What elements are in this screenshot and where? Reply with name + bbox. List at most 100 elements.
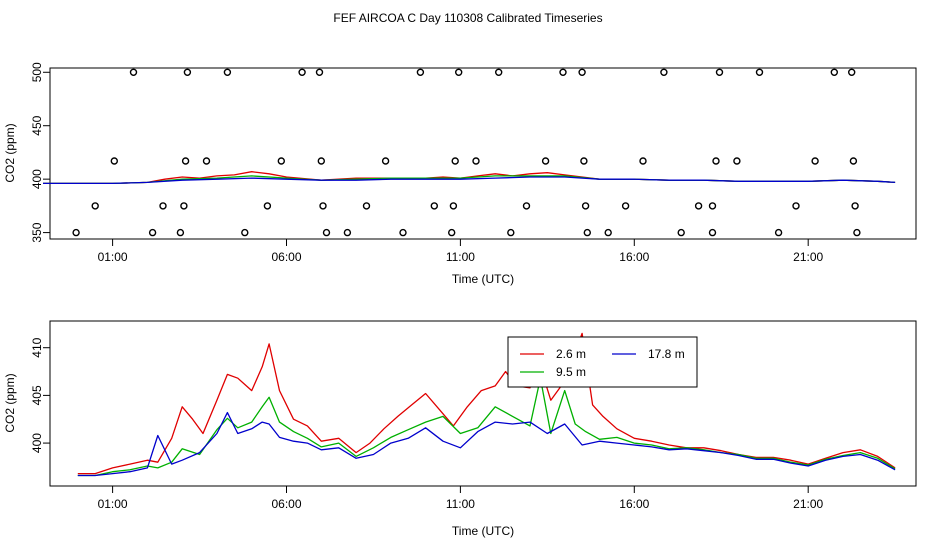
top-point-53 (792, 202, 800, 210)
top-point-13 (263, 202, 272, 210)
top-point-15 (298, 68, 306, 77)
top-point-24 (416, 68, 425, 77)
top-point-18 (319, 202, 327, 210)
top-x-axis-label: Time (UTC) (452, 272, 514, 286)
top-point-7 (180, 202, 188, 210)
top-point-41 (621, 202, 630, 210)
top-point-56 (848, 68, 856, 77)
top-y-tick-label-0: 350 (30, 222, 44, 242)
top-point-45 (694, 202, 703, 210)
top-x-tick-label-0: 01:00 (98, 250, 128, 264)
legend-label-9-5m: 9.5 m (556, 365, 586, 379)
top-point-43 (660, 68, 668, 77)
bottom-marks (77, 332, 896, 477)
top-point-4 (148, 228, 157, 237)
top-series-9-5-m (43, 175, 896, 185)
top-point-58 (851, 202, 859, 210)
top-point-3 (129, 68, 138, 77)
bottom-y-tick-label-2: 410 (30, 337, 44, 357)
bottom-x-tick-label-3: 16:00 (619, 497, 649, 511)
bottom-plot-frame (49, 320, 917, 487)
top-x-tick-label-2: 11:00 (446, 250, 475, 264)
bottom-panel: 01:00 06:00 11:00 16:00 21:00 400 405 410 Time… (3, 320, 917, 538)
top-point-28 (451, 157, 459, 165)
top-point-8 (181, 157, 190, 165)
top-point-44 (677, 228, 685, 237)
top-point-29 (455, 68, 463, 77)
top-point-25 (430, 202, 438, 210)
top-x-tick-label-1: 06:00 (271, 250, 301, 264)
top-marks (43, 68, 896, 237)
bottom-x-axis-label: Time (UTC) (452, 524, 514, 538)
bottom-series-17-8-m (77, 411, 896, 477)
bottom-x-tick-label-0: 01:00 (98, 497, 128, 511)
top-point-35 (559, 68, 567, 77)
top-point-10 (202, 157, 211, 165)
top-point-49 (708, 228, 717, 237)
top-point-42 (639, 157, 647, 165)
top-point-5 (159, 202, 167, 210)
bottom-x-tick-label-2: 11:00 (446, 497, 475, 511)
top-x-tick-label-3: 16:00 (619, 250, 649, 264)
top-point-33 (522, 202, 531, 210)
top-point-16 (315, 68, 324, 77)
top-point-38 (581, 202, 590, 210)
top-series-17-8-m (43, 176, 896, 185)
top-point-12 (241, 228, 249, 237)
top-point-57 (849, 157, 858, 165)
bottom-y-axis-label: CO2 (ppm) (3, 373, 17, 432)
top-point-37 (580, 157, 588, 165)
legend-label-2-6m: 2.6 m (556, 347, 586, 361)
top-y-ticks: 350 400 450 500 (30, 62, 50, 243)
top-point-30 (472, 157, 480, 165)
top-y-tick-label-1: 400 (30, 169, 44, 189)
top-point-21 (362, 202, 371, 210)
top-point-14 (277, 157, 285, 165)
bottom-x-tick-label-1: 06:00 (271, 497, 301, 511)
top-plot-frame (49, 67, 917, 240)
top-point-39 (583, 228, 591, 237)
top-point-50 (733, 157, 741, 165)
bottom-series-2-6-m (77, 332, 896, 475)
bottom-y-tick-label-0: 400 (30, 433, 44, 453)
top-point-40 (604, 228, 612, 237)
top-point-19 (322, 228, 331, 237)
legend: 2.6 m 17.8 m 9.5 m (507, 336, 698, 388)
bottom-series-9-5-m (77, 377, 896, 477)
top-point-48 (715, 68, 724, 77)
top-point-23 (399, 228, 407, 237)
top-x-ticks: 01:00 06:00 11:00 16:00 21:00 (98, 239, 824, 264)
top-point-0 (72, 228, 80, 237)
bottom-x-tick-label-4: 21:00 (793, 497, 823, 511)
top-point-52 (774, 228, 783, 237)
top-point-32 (507, 228, 515, 237)
top-point-20 (343, 228, 352, 237)
figure-title: FEF AIRCOA C Day 110308 Calibrated Times… (333, 11, 602, 25)
bottom-y-ticks: 400 405 410 (30, 337, 50, 453)
top-point-11 (223, 68, 232, 77)
top-point-55 (830, 68, 838, 77)
top-point-47 (712, 157, 720, 165)
bottom-x-ticks: 01:00 06:00 11:00 16:00 21:00 (98, 486, 824, 511)
top-x-tick-label-4: 21:00 (793, 250, 823, 264)
top-panel: 01:00 06:00 11:00 16:00 21:00 350 400 450 500 T… (3, 62, 917, 286)
top-point-22 (381, 157, 390, 165)
top-point-2 (110, 157, 119, 165)
top-y-axis-label: CO2 (ppm) (3, 123, 17, 182)
top-point-36 (578, 68, 586, 77)
top-point-9 (183, 68, 192, 77)
top-point-17 (317, 157, 325, 165)
top-point-54 (811, 157, 819, 165)
bottom-y-tick-label-1: 405 (30, 385, 44, 405)
top-y-tick-label-2: 450 (30, 115, 44, 135)
top-point-6 (176, 228, 185, 237)
top-point-51 (755, 68, 764, 77)
top-point-26 (448, 228, 456, 237)
top-point-1 (91, 202, 99, 210)
top-y-tick-label-3: 500 (30, 62, 44, 82)
top-point-34 (541, 157, 550, 165)
top-point-31 (495, 68, 503, 77)
top-point-59 (853, 228, 861, 237)
legend-label-17-8m: 17.8 m (648, 347, 685, 361)
